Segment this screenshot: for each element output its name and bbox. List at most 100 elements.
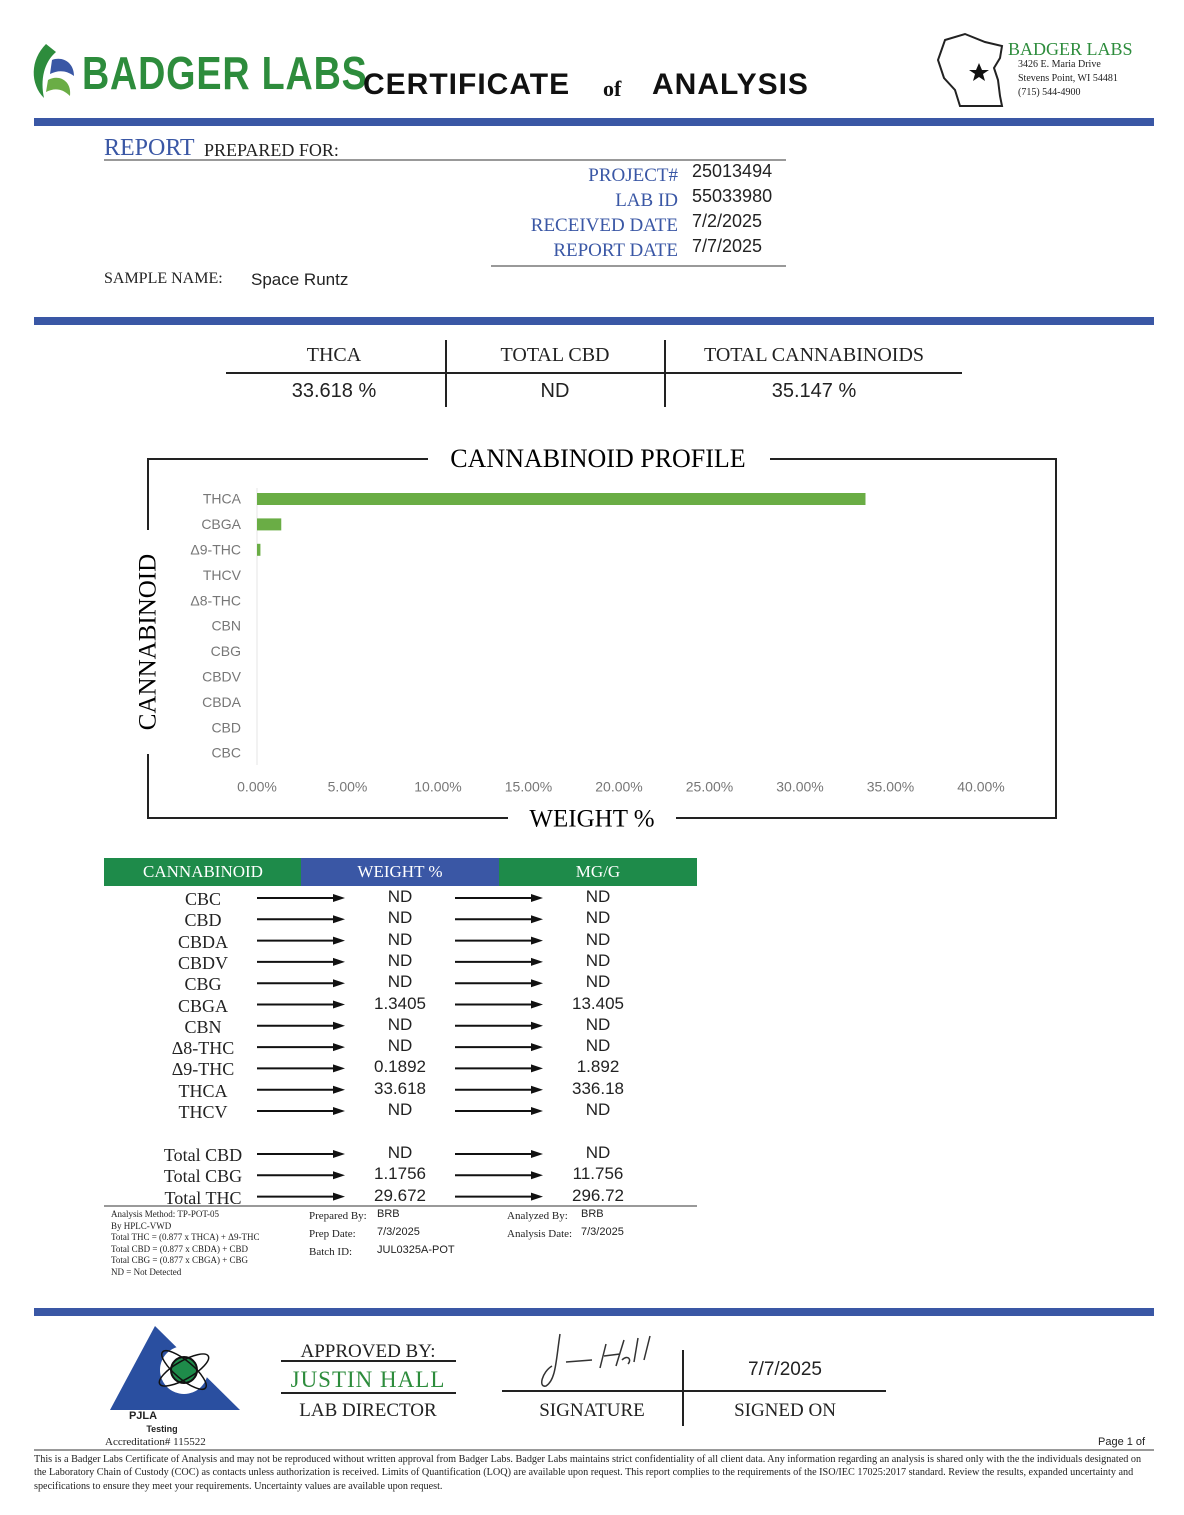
method-note: Total CBG = (0.877 x CBGA) + CBG [111, 1255, 249, 1266]
table-cell: Δ8-THC [171, 1038, 235, 1059]
lab-name: BADGER LABS [1008, 39, 1133, 59]
y-tick-label: Δ8-THC [190, 592, 241, 608]
chart-frame [147, 458, 1057, 819]
report-label: REPORT [104, 135, 195, 161]
arrow-head [531, 1000, 543, 1009]
table-cell: CBC [184, 889, 222, 909]
y-tick-label: CBD [211, 719, 241, 735]
x-axis-label: WEIGHT % [529, 806, 654, 833]
table-cell: ND [585, 887, 611, 906]
state-map [936, 32, 1004, 107]
table-cell: 11.756 [572, 1164, 624, 1184]
pjla-org: PJLA [128, 1410, 158, 1422]
method-note: Analysis Method: TP-POT-05 [111, 1209, 220, 1219]
table-cell: ND [585, 950, 611, 970]
arrow-head [333, 1171, 345, 1180]
table-cell: Total THC [164, 1187, 242, 1208]
y-tick-label: CBGA [201, 516, 241, 532]
table-cell: 33.618 [374, 1078, 426, 1098]
arrow-head [333, 1043, 345, 1052]
rule [34, 1308, 1154, 1316]
prep-label: Prep Date: [309, 1228, 356, 1240]
table-cell: 13.405 [572, 993, 624, 1013]
x-tick-label: 40.00% [957, 779, 1004, 795]
page-number: Page 1 of [1098, 1436, 1146, 1448]
table-cell: CBG [184, 974, 222, 995]
y-tick-label: CBN [211, 618, 241, 634]
table-cell: ND [585, 908, 611, 928]
table-cell: ND [585, 1036, 611, 1056]
method-note: By HPLC-VWD [111, 1220, 172, 1231]
field-label: REPORT DATE [553, 240, 678, 261]
field-value: 7/7/2025 [692, 236, 763, 256]
arrow-head [333, 1150, 345, 1158]
y-axis-label: CANNABINOID [135, 554, 162, 730]
table-cell: ND [585, 1014, 611, 1034]
x-tick-label: 35.00% [867, 779, 914, 795]
arrow-head [333, 957, 345, 966]
method-note: Total CBD = (0.877 x CBDA) + CBD [111, 1243, 249, 1254]
arrow-head [531, 894, 543, 902]
analysis-label: Analyzed By: [507, 1210, 568, 1222]
table-cell: CBGA [177, 995, 229, 1016]
table-cell: Total CBD [163, 1145, 243, 1165]
arrow-head [333, 1085, 345, 1094]
field-label: RECEIVED DATE [530, 215, 678, 236]
x-tick-label: 10.00% [414, 779, 461, 795]
field-label: SAMPLE NAME: [104, 270, 223, 287]
field-value: 7/2/2025 [692, 211, 763, 231]
signature [541, 1333, 651, 1387]
x-tick-label: 30.00% [776, 779, 823, 795]
bar [257, 493, 866, 505]
table-header-cell [499, 858, 697, 886]
table-cell: 336.18 [572, 1078, 624, 1098]
arrow-head [333, 1021, 345, 1030]
summary-label: THCA [306, 344, 362, 366]
approver-role: LAB DIRECTOR [299, 1400, 437, 1421]
arrow-head [531, 957, 543, 966]
table-header-cell [301, 858, 499, 886]
arrow-head [333, 1107, 345, 1115]
arrow-head [333, 1064, 345, 1073]
arrow-head [333, 979, 345, 988]
arrow-head [531, 1064, 543, 1073]
table-header-cell [104, 858, 301, 886]
y-tick-label: CBG [211, 643, 241, 659]
x-tick-label: 15.00% [505, 779, 552, 795]
prep-label: Batch ID: [309, 1246, 353, 1258]
table-cell: CBN [184, 1016, 222, 1037]
table-cell: ND [387, 950, 413, 970]
table-cell: CBDA [177, 931, 229, 952]
field-value: Space Runtz [251, 270, 349, 289]
summary-value: 33.618 % [291, 380, 377, 402]
table-cell: ND [585, 972, 611, 992]
address-line: (715) 544-4900 [1018, 87, 1081, 98]
table-cell: 1.1756 [374, 1164, 426, 1184]
arrow-head [531, 1171, 543, 1180]
table-cell: ND [387, 1014, 413, 1034]
pjla-sub: Testing [146, 1424, 178, 1434]
y-tick-label: CBDA [202, 694, 242, 710]
prep-value: 7/3/2025 [377, 1226, 420, 1238]
field-label: LAB ID [615, 190, 678, 211]
disclaimer: This is a Badger Labs Certificate of Ana… [34, 1454, 1142, 1492]
x-tick-label: 5.00% [328, 779, 368, 795]
table-header: CANNABINOID [143, 862, 263, 881]
report-label: PREPARED FOR: [204, 140, 339, 160]
table-cell: ND [387, 1100, 413, 1119]
signed-on-date: 7/7/2025 [748, 1359, 822, 1380]
field-value: 25013494 [692, 161, 773, 181]
x-tick-label: 0.00% [237, 779, 277, 795]
chart-title: CANNABINOID PROFILE [450, 444, 745, 473]
rule [34, 118, 1154, 126]
table-cell: ND [387, 972, 413, 992]
table-cell: 1.3405 [374, 993, 426, 1013]
y-tick-label: THCV [203, 567, 242, 583]
bar [257, 543, 261, 556]
bar [257, 518, 282, 531]
table-cell: ND [387, 1143, 413, 1162]
summary-label: TOTAL CBD [500, 344, 610, 366]
approver-name: JUSTIN HALL [290, 1367, 446, 1392]
table-cell: THCA [178, 1080, 228, 1101]
